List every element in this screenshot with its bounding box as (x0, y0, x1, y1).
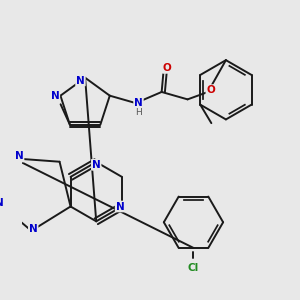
Text: N: N (50, 91, 59, 101)
Text: N: N (116, 202, 124, 212)
Text: N: N (15, 152, 23, 161)
Text: H: H (135, 108, 142, 117)
Text: N: N (76, 76, 85, 85)
Text: O: O (206, 85, 215, 95)
Text: N: N (134, 98, 143, 108)
Text: N: N (0, 198, 4, 208)
Text: N: N (92, 160, 100, 170)
Text: N: N (29, 224, 38, 234)
Text: O: O (163, 63, 172, 73)
Text: Cl: Cl (188, 262, 199, 273)
